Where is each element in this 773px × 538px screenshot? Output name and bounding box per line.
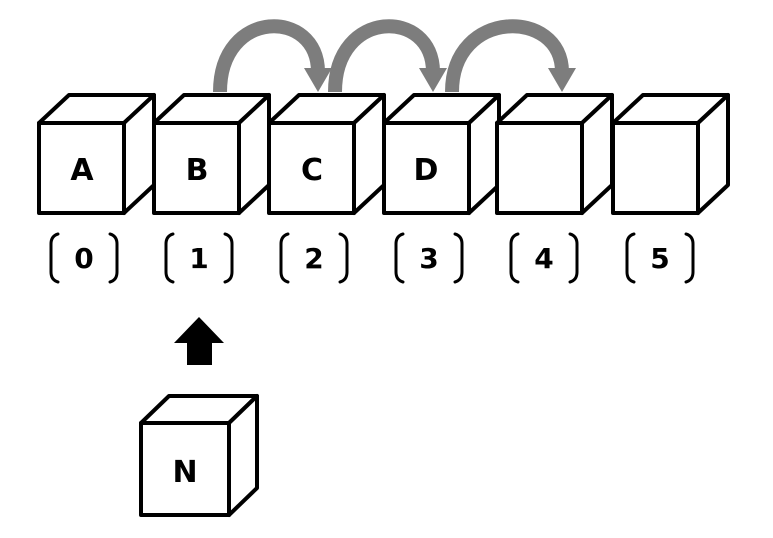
cell-value: C <box>301 153 323 188</box>
index-label-3: 3 <box>394 232 464 284</box>
index-number: 3 <box>419 242 438 275</box>
array-cell-1: B <box>152 93 271 215</box>
shift-arrow-1-to-2 <box>213 19 332 93</box>
new-element-value: N <box>172 455 197 490</box>
shift-arrows <box>213 19 576 93</box>
index-label-5: 5 <box>625 232 695 284</box>
index-label-1: 1 <box>164 232 234 284</box>
array-cells: A B C D <box>37 93 730 215</box>
index-number: 2 <box>304 242 323 275</box>
shift-arrow-3-to-4 <box>445 19 576 93</box>
array-cell-4 <box>495 93 614 215</box>
array-cell-0: A <box>37 93 156 215</box>
index-number: 4 <box>534 242 553 275</box>
index-number: 0 <box>74 242 93 275</box>
array-cell-5 <box>611 93 730 215</box>
shift-arrow-2-to-3 <box>328 19 447 93</box>
cell-value: A <box>70 153 94 188</box>
cell-value: D <box>414 153 439 188</box>
insert-arrow-icon <box>174 317 224 365</box>
index-label-2: 2 <box>279 232 349 284</box>
new-element-cube: N <box>139 394 259 517</box>
index-labels: 0 1 2 3 4 5 <box>49 232 695 284</box>
index-number: 1 <box>189 242 208 275</box>
array-cell-2: C <box>267 93 386 215</box>
cell-value: B <box>186 153 209 188</box>
array-cell-3: D <box>382 93 501 215</box>
index-label-0: 0 <box>49 232 119 284</box>
index-number: 5 <box>650 242 669 275</box>
index-label-4: 4 <box>509 232 579 284</box>
